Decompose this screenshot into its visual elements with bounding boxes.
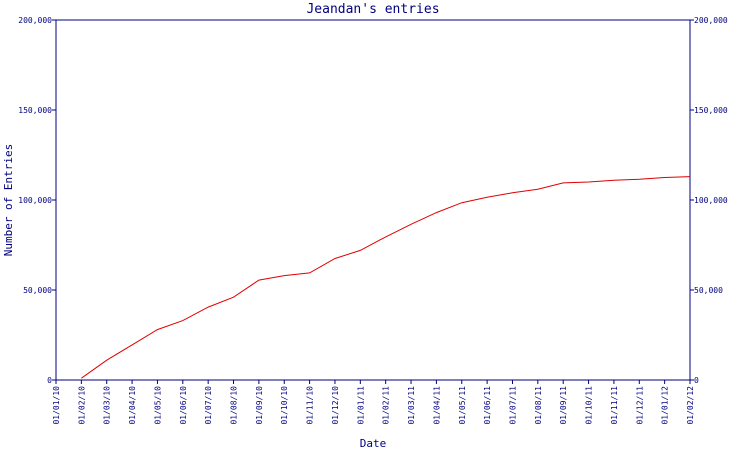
x-tick-label: 01/03/11	[407, 386, 416, 425]
x-axis: 01/01/10 01/02/10 01/03/10 01/04/10 01/05/10…	[52, 380, 695, 425]
x-tick-label: 01/11/10	[306, 386, 315, 425]
y-tick-label-left: 0	[47, 376, 52, 385]
y-tick-label-left: 50,000	[23, 286, 52, 295]
x-tick-label: 01/04/11	[432, 386, 441, 425]
x-tick-label: 01/06/11	[483, 386, 492, 425]
y-axis-right: 0 50,000 100,000 150,000 200,000	[690, 16, 728, 385]
x-tick-label: 01/02/12	[686, 386, 695, 425]
series-line-entries	[81, 176, 691, 379]
x-tick-label: 01/01/10	[52, 386, 61, 425]
x-tick-label: 01/01/12	[661, 386, 670, 425]
x-tick-label: 01/10/10	[280, 386, 289, 425]
plot-frame	[55, 19, 691, 381]
y-axis-left: 0 50,000 100,000 150,000 200,000	[18, 16, 56, 385]
y-tick-label-right: 50,000	[694, 286, 723, 295]
x-axis-title: Date	[360, 437, 387, 450]
x-tick-label: 01/05/11	[458, 386, 467, 425]
x-tick-label: 01/04/10	[128, 386, 137, 425]
y-tick-label-right: 150,000	[694, 106, 728, 115]
y-tick-label-left: 150,000	[18, 106, 52, 115]
x-tick-label: 01/11/11	[610, 386, 619, 425]
x-tick-label: 01/12/10	[331, 386, 340, 425]
x-tick-label: 01/02/11	[382, 386, 391, 425]
x-tick-label: 01/08/10	[230, 386, 239, 425]
x-tick-label: 01/03/10	[103, 386, 112, 425]
x-tick-label: 01/01/11	[356, 386, 365, 425]
x-tick-label: 01/12/11	[635, 386, 644, 425]
y-tick-label-right: 100,000	[694, 196, 728, 205]
y-axis-title: Number of Entries	[2, 144, 15, 257]
chart-title: Jeandan's entries	[306, 2, 439, 17]
x-tick-label: 01/06/10	[179, 386, 188, 425]
x-tick-label: 01/10/11	[585, 386, 594, 425]
x-tick-label: 01/09/11	[559, 386, 568, 425]
y-tick-label-left: 100,000	[18, 196, 52, 205]
x-tick-label: 01/05/10	[153, 386, 162, 425]
y-tick-label-right: 200,000	[694, 16, 728, 25]
x-tick-label: 01/02/10	[77, 386, 86, 425]
y-tick-label-left: 200,000	[18, 16, 52, 25]
x-tick-label: 01/08/11	[534, 386, 543, 425]
x-tick-label: 01/07/11	[508, 386, 517, 425]
x-tick-label: 01/07/10	[204, 386, 213, 425]
x-tick-label: 01/09/10	[255, 386, 264, 425]
y-tick-label-right: 0	[694, 376, 699, 385]
